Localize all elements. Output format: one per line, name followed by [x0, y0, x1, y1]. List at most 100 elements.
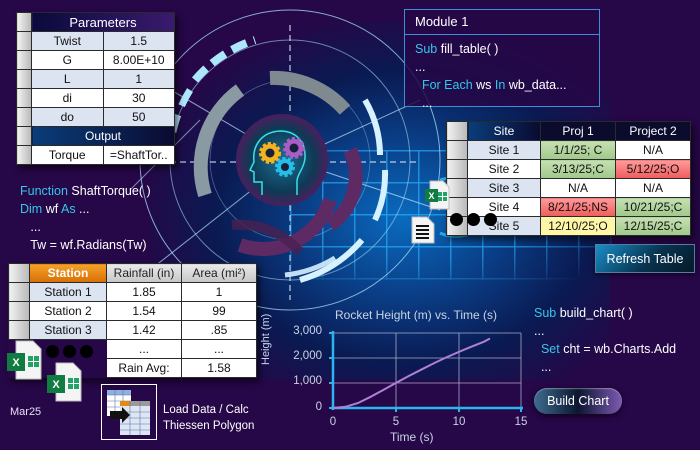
code-text: cht = wb.Charts.Add	[559, 342, 677, 356]
proj2-cell[interactable]: 10/21/25;C	[615, 197, 691, 217]
excel-file-icon: X	[425, 180, 450, 210]
area-cell[interactable]: .85	[181, 320, 257, 340]
output-formula-cell[interactable]: =ShaftTor..	[102, 145, 175, 165]
row-header[interactable]	[16, 88, 32, 108]
column-header-site[interactable]: Site	[467, 121, 541, 141]
code-text: fill_table( )	[437, 42, 499, 56]
svg-text:X: X	[12, 357, 20, 369]
row-header[interactable]	[16, 107, 32, 127]
site-cell[interactable]: Site 3	[467, 178, 541, 198]
station-cell[interactable]: Station 2	[29, 301, 107, 321]
chart-x-axis-title: Time (s)	[390, 430, 434, 444]
rain-avg-label: Rain Avg:	[106, 358, 182, 378]
param-name-cell[interactable]: di	[31, 88, 104, 108]
rainfall-cell[interactable]: 1.54	[106, 301, 182, 321]
proj2-cell[interactable]: 5/12/25;O	[615, 159, 691, 179]
proj2-cell[interactable]: 12/15/25;C	[615, 216, 691, 236]
site-project-table: Site Proj 1 Project 2 Site 1 1/1/25; C N…	[446, 121, 691, 236]
column-header-rainfall[interactable]: Rainfall (in)	[106, 263, 182, 283]
site-cell[interactable]: Site 2	[467, 159, 541, 179]
param-name-cell[interactable]: do	[31, 107, 104, 127]
code-text: Tw = wf.Radians(Tw)	[20, 238, 147, 252]
excel-file-icon[interactable]: X	[6, 340, 42, 380]
site-cell[interactable]: Site 1	[467, 140, 541, 160]
parameters-header: Parameters	[31, 12, 175, 32]
chart-y-axis-title: Height (m)	[260, 313, 272, 365]
proj1-cell[interactable]: 12/10/25;O	[540, 216, 616, 236]
station-cell[interactable]: Station 1	[29, 282, 107, 302]
output-header: Output	[31, 126, 175, 146]
module-title: Module 1	[405, 10, 599, 35]
build-chart-code: Sub build_chart( ) ... Set cht = wb.Char…	[534, 304, 676, 376]
row-header[interactable]	[8, 282, 30, 302]
row-header[interactable]	[16, 145, 32, 165]
code-text: ShaftTorque( )	[67, 184, 151, 198]
code-text: ...	[20, 220, 41, 234]
row-header[interactable]	[8, 301, 30, 321]
rainfall-cell[interactable]: ...	[106, 339, 182, 359]
param-name-cell[interactable]: G	[31, 50, 104, 70]
excel-file-icon[interactable]: X	[46, 362, 82, 402]
chart-title: Rocket Height (m) vs. Time (s)	[335, 308, 498, 322]
build-chart-button[interactable]: Build Chart	[534, 388, 622, 414]
rain-avg-value[interactable]: 1.58	[181, 358, 257, 378]
code-keyword: Dim	[20, 202, 43, 216]
proj2-cell[interactable]: N/A	[615, 140, 691, 160]
code-text: ...	[415, 60, 426, 74]
row-header[interactable]	[8, 320, 30, 340]
rainfall-cell[interactable]: 1.85	[106, 282, 182, 302]
parameters-table: Parameters Twist 1.5 G 8.00E+10 L 1 di 3…	[16, 12, 175, 165]
param-value-cell[interactable]: 30	[102, 88, 175, 108]
station-cell[interactable]: Station 3	[29, 320, 107, 340]
module-code-window: Module 1 Sub fill_table( ) ... For Each …	[404, 9, 600, 110]
param-name-cell[interactable]: Twist	[31, 31, 104, 51]
y-tick-label: 3,000	[293, 325, 322, 337]
row-header[interactable]	[446, 159, 468, 179]
site-cell[interactable]: Site 4	[467, 197, 541, 217]
row-header[interactable]	[16, 12, 32, 32]
proj1-cell[interactable]: N/A	[540, 178, 616, 198]
row-header[interactable]	[16, 126, 32, 146]
param-value-cell[interactable]: 50	[102, 107, 175, 127]
row-header[interactable]	[16, 69, 32, 89]
row-header[interactable]	[16, 31, 32, 51]
document-file-icon	[411, 216, 435, 244]
x-tick-label: 10	[452, 416, 466, 428]
svg-text:X: X	[52, 379, 60, 391]
area-cell[interactable]: 99	[181, 301, 257, 321]
rainfall-cell[interactable]: 1.42	[106, 320, 182, 340]
proj1-cell[interactable]: 8/21/25;NS	[540, 197, 616, 217]
row-header[interactable]	[446, 140, 468, 160]
proj1-cell[interactable]: 1/1/25; C	[540, 140, 616, 160]
param-value-cell[interactable]: 8.00E+10	[102, 50, 175, 70]
row-header[interactable]	[446, 121, 468, 141]
load-label-line2: Thiessen Polygon	[163, 420, 255, 432]
column-header-area[interactable]: Area (mi²)	[181, 263, 257, 283]
row-header[interactable]	[8, 263, 30, 283]
column-header-proj1[interactable]: Proj 1	[540, 121, 616, 141]
proj1-cell[interactable]: 3/13/25;C	[540, 159, 616, 179]
svg-text:X: X	[428, 191, 434, 201]
param-value-cell[interactable]: 1	[102, 69, 175, 89]
proj2-cell[interactable]: N/A	[615, 178, 691, 198]
code-text: ws	[472, 78, 495, 92]
column-header-station[interactable]: Station	[29, 263, 107, 283]
table-import-icon	[107, 390, 150, 435]
output-name-cell[interactable]: Torque	[31, 145, 104, 165]
row-header[interactable]	[16, 50, 32, 70]
x-tick-label: 15	[514, 416, 528, 428]
load-data-button[interactable]	[101, 384, 157, 440]
area-cell[interactable]: 1	[181, 282, 257, 302]
y-tick-label: 0	[315, 401, 322, 413]
code-keyword: In	[494, 78, 506, 92]
param-name-cell[interactable]: L	[31, 69, 104, 89]
code-text: ...	[75, 202, 90, 216]
refresh-table-button[interactable]: Refresh Table	[595, 244, 695, 273]
code-keyword: For Each	[415, 78, 473, 92]
code-text: ...	[415, 96, 433, 110]
param-value-cell[interactable]: 1.5	[102, 31, 175, 51]
ellipsis-dots-icon	[450, 213, 497, 226]
column-header-project2[interactable]: Project 2	[615, 121, 691, 141]
area-cell[interactable]: ...	[181, 339, 257, 359]
load-label-line1: Load Data / Calc	[163, 404, 249, 416]
